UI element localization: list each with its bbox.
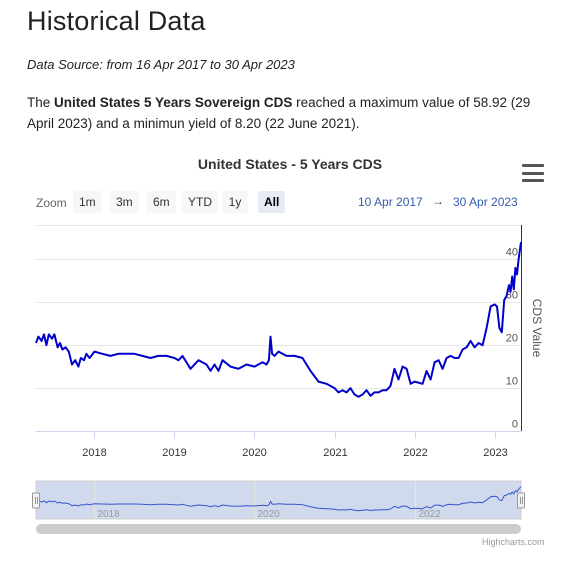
- navigator-tick-label: 2022: [419, 509, 442, 520]
- summary-prefix: The: [27, 95, 55, 110]
- hamburger-menu-icon[interactable]: [522, 164, 544, 182]
- y-tick-label: 20: [506, 333, 518, 345]
- x-tick-label: 2023: [483, 447, 507, 459]
- navigator-tick-label: 2020: [258, 509, 281, 520]
- navigator-tick-label: 2018: [98, 509, 121, 520]
- summary-paragraph: The United States 5 Years Sovereign CDS …: [27, 92, 557, 134]
- y-tick-label: 40: [506, 247, 518, 259]
- y-tick-label: 0: [512, 419, 518, 431]
- navigator-series-line: [35, 486, 522, 512]
- zoom-label: Zoom: [36, 196, 67, 210]
- x-tick-label: 2018: [82, 447, 106, 459]
- summary-subject: United States 5 Years Sovereign CDS: [54, 95, 293, 110]
- x-tick-label: 2020: [242, 447, 266, 459]
- y-axis-title: CDS Value: [530, 299, 544, 358]
- chart-title: United States - 5 Years CDS: [197, 156, 383, 172]
- y-tick-label: 30: [506, 290, 518, 302]
- x-tick-label: 2019: [162, 447, 186, 459]
- highcharts-credits-link[interactable]: Highcharts.com: [482, 537, 545, 547]
- page-title: Historical Data: [27, 6, 206, 36]
- range-from-date[interactable]: 10 Apr 2017: [358, 195, 423, 209]
- cds-series-line: [35, 242, 522, 398]
- navigator-scrollbar[interactable]: [36, 524, 521, 534]
- x-tick-label: 2021: [323, 447, 347, 459]
- range-to-date[interactable]: 30 Apr 2023: [453, 195, 518, 209]
- zoom-button-1y[interactable]: 1y: [222, 191, 248, 213]
- range-arrow: →: [432, 194, 444, 208]
- x-tick-label: 2022: [403, 447, 427, 459]
- data-source-note: Data Source: from 16 Apr 2017 to 30 Apr …: [27, 57, 295, 72]
- zoom-button-all[interactable]: All: [258, 191, 286, 213]
- zoom-button-3m[interactable]: 3m: [110, 191, 139, 213]
- zoom-button-1m[interactable]: 1m: [73, 191, 102, 213]
- zoom-button-6m[interactable]: 6m: [147, 191, 176, 213]
- y-tick-label: 10: [506, 376, 518, 388]
- zoom-button-ytd[interactable]: YTD: [182, 191, 218, 213]
- navigator-mask: [35, 480, 522, 520]
- summary-suffix: reached a maximum value of 58.92 (29 Apr…: [27, 95, 531, 131]
